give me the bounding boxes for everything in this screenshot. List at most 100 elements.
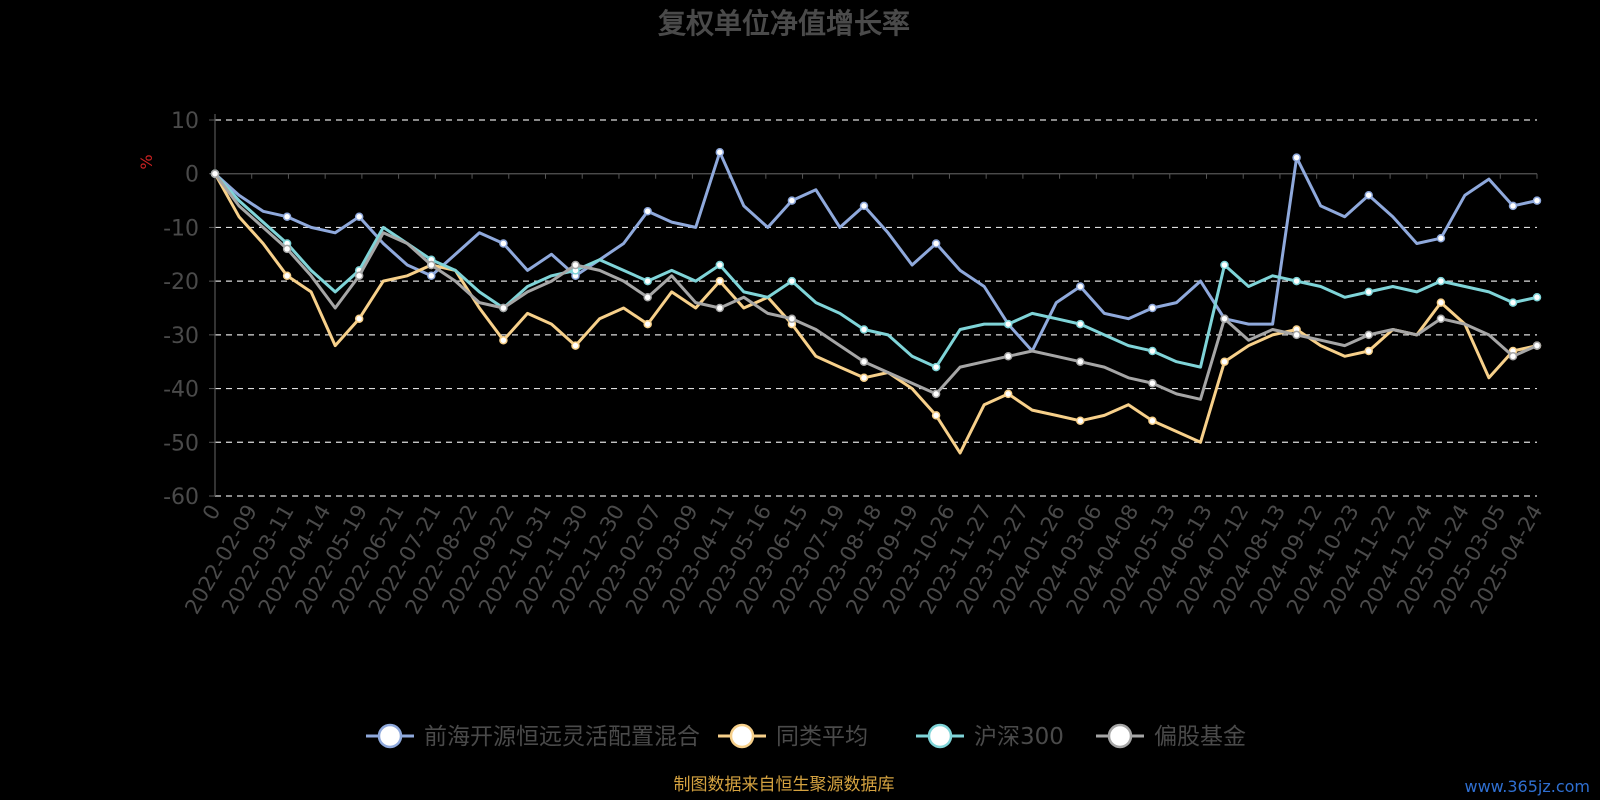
data-point	[354, 271, 364, 281]
series-lines	[210, 147, 1542, 455]
y-tick-label: -30	[163, 324, 199, 349]
data-point	[354, 314, 364, 323]
y-tick-labels: 10 0 -10 -20 -30 -40 -50 -60	[163, 109, 199, 510]
data-point	[643, 276, 652, 286]
legend-swatch-marker	[377, 723, 403, 749]
data-point	[859, 373, 869, 383]
data-point	[931, 362, 941, 372]
data-point	[1076, 282, 1085, 291]
data-point	[1003, 319, 1013, 329]
legend[interactable]: 前海开源恒远灵活配置混合 同类平均 沪深300 偏股基金	[366, 723, 1246, 750]
data-point	[931, 389, 941, 399]
legend-label: 前海开源恒远灵活配置混合	[424, 724, 700, 750]
data-point	[1076, 416, 1085, 426]
watermark: www.365jz.com	[1464, 777, 1590, 796]
data-point	[1364, 287, 1373, 297]
data-point	[1076, 357, 1085, 366]
y-tick-label: -20	[163, 270, 199, 295]
series-line	[213, 172, 1538, 369]
data-point	[1148, 303, 1157, 313]
legend-item[interactable]: 前海开源恒远灵活配置混合	[366, 723, 700, 750]
source-note: 制图数据来自恒生聚源数据库	[674, 775, 895, 795]
data-point	[1436, 314, 1446, 323]
y-tick-label: -60	[163, 485, 199, 510]
y-tick-label: 10	[171, 109, 199, 134]
data-point	[1003, 389, 1013, 399]
data-point	[1364, 190, 1373, 200]
data-point	[1220, 357, 1229, 366]
data-point	[1148, 346, 1157, 356]
data-point	[931, 239, 941, 248]
data-point	[1532, 196, 1542, 205]
data-point	[1292, 153, 1301, 162]
data-point	[1148, 416, 1157, 426]
data-point	[282, 271, 292, 281]
data-point	[1532, 341, 1542, 350]
data-point	[1220, 260, 1229, 270]
series-1	[210, 169, 1542, 455]
data-point	[1508, 352, 1518, 361]
data-point	[1364, 330, 1373, 340]
data-point	[931, 411, 941, 420]
chart-title: 复权单位净值增长率	[658, 7, 910, 40]
y-tick-label: 0	[185, 163, 199, 188]
data-point	[354, 212, 364, 221]
y-tick-label: -10	[163, 216, 199, 241]
data-point	[715, 276, 725, 286]
data-point	[859, 325, 869, 334]
series-line	[213, 150, 1538, 353]
data-point	[643, 319, 652, 329]
grid	[209, 114, 1538, 497]
data-point	[282, 212, 292, 221]
y-axis-label: %	[137, 154, 156, 169]
data-point	[787, 276, 797, 286]
data-point	[427, 260, 436, 270]
legend-item[interactable]: 同类平均	[718, 723, 868, 750]
data-point	[643, 207, 652, 216]
data-point	[571, 260, 580, 270]
series-line	[213, 172, 1538, 401]
data-point	[1220, 314, 1229, 323]
data-point	[282, 244, 292, 254]
data-point	[787, 314, 797, 323]
data-point	[1436, 233, 1446, 243]
data-point	[499, 303, 508, 313]
data-point	[715, 303, 725, 313]
y-tick-label: -40	[163, 378, 199, 403]
series-0	[210, 147, 1542, 353]
data-point	[1292, 276, 1301, 286]
data-point	[859, 201, 869, 211]
x-tick-labels: 02022-02-092022-03-112022-04-142022-05-1…	[180, 500, 1547, 618]
data-point	[715, 147, 725, 157]
data-point	[427, 271, 436, 281]
data-point	[210, 169, 220, 178]
y-tick-label: -50	[163, 431, 199, 456]
legend-swatch-marker	[927, 723, 953, 749]
series-3	[210, 169, 1542, 401]
data-point	[1532, 293, 1542, 302]
data-point	[859, 357, 869, 366]
legend-item[interactable]: 偏股基金	[1096, 723, 1246, 750]
legend-item[interactable]: 沪深300	[916, 723, 1064, 750]
legend-swatch-marker	[729, 723, 755, 749]
data-point	[787, 196, 797, 205]
data-point	[1436, 276, 1446, 286]
data-point	[1148, 378, 1157, 388]
data-point	[1292, 330, 1301, 340]
legend-swatch-marker	[1107, 723, 1133, 749]
data-point	[1076, 319, 1085, 329]
data-point	[643, 293, 652, 302]
data-point	[571, 341, 580, 350]
data-point	[1508, 201, 1518, 211]
legend-label: 偏股基金	[1154, 724, 1246, 750]
legend-label: 沪深300	[974, 724, 1064, 750]
data-point	[715, 260, 725, 270]
legend-label: 同类平均	[776, 724, 868, 750]
data-point	[1436, 298, 1446, 307]
data-point	[1508, 298, 1518, 307]
series-2	[210, 169, 1542, 372]
data-point	[1003, 352, 1013, 361]
data-point	[499, 239, 508, 248]
data-point	[499, 335, 508, 345]
